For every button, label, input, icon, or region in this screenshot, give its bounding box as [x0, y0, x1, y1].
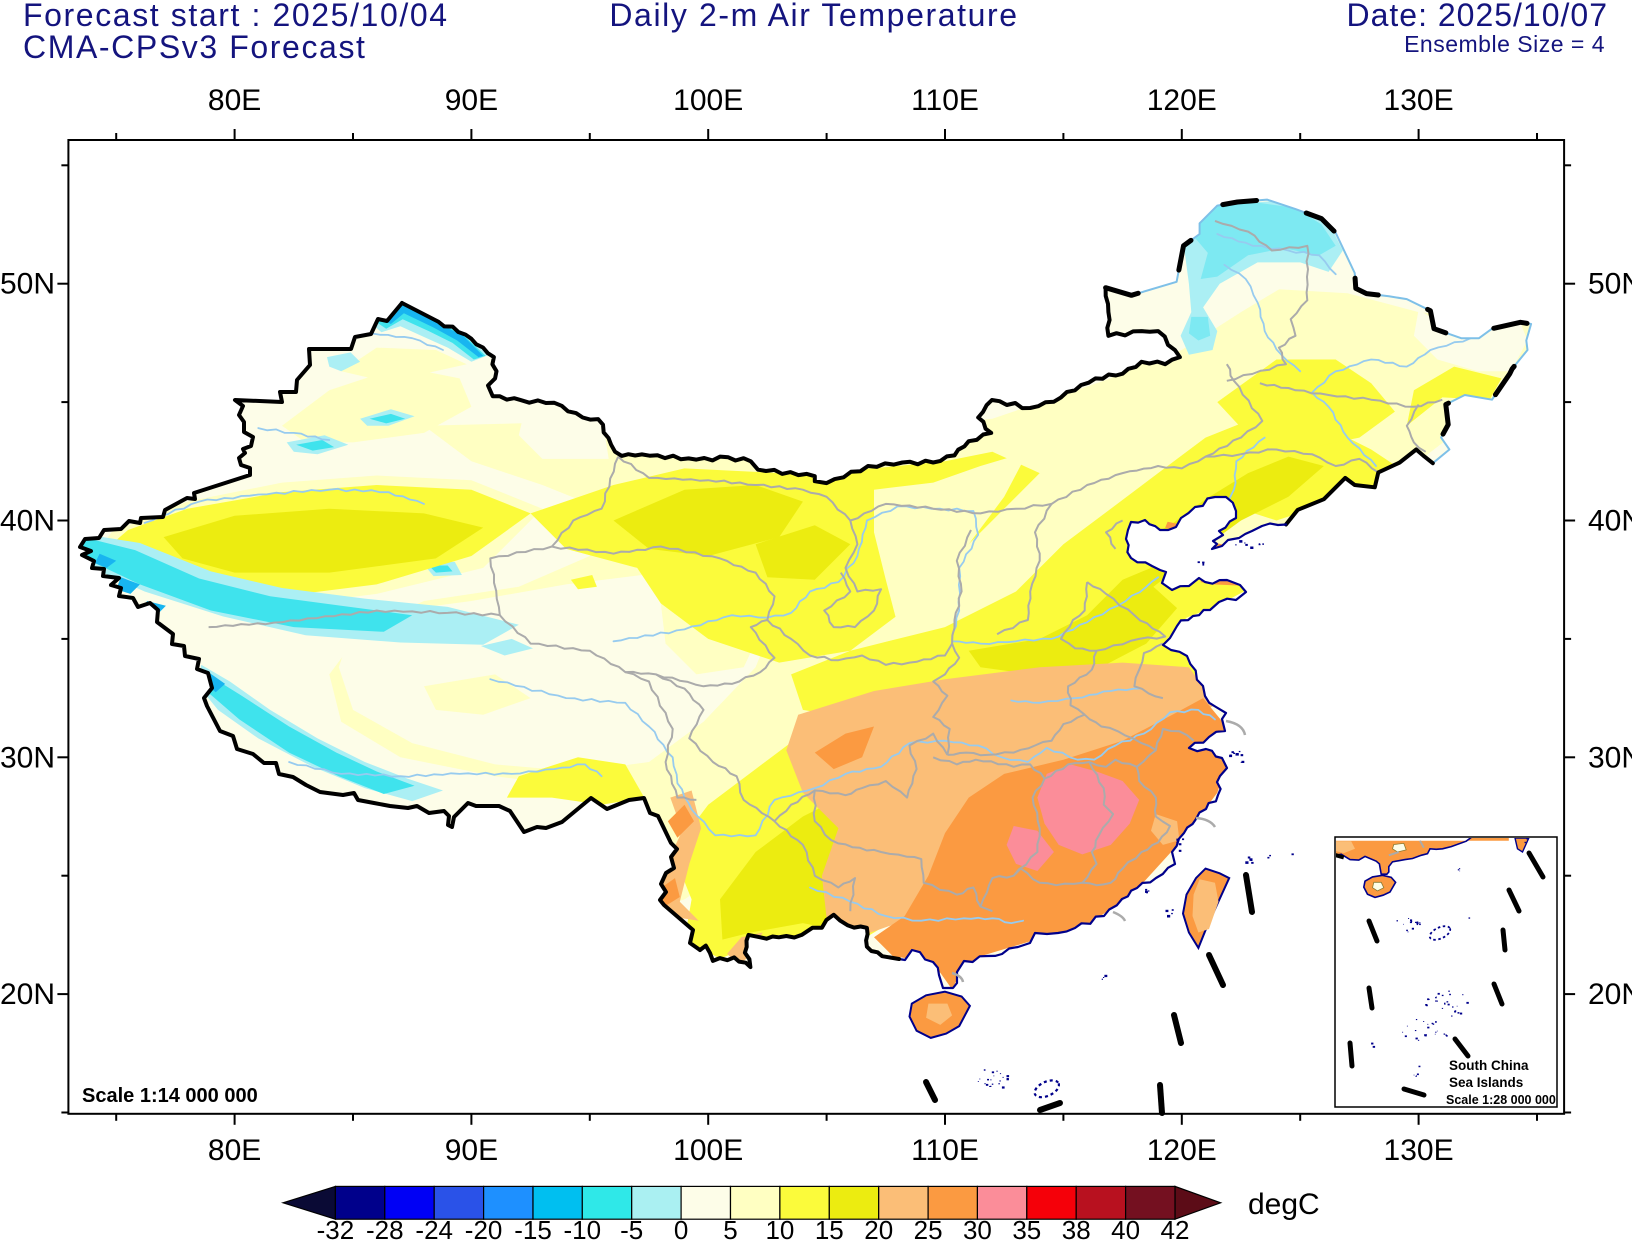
svg-text:100E: 100E: [673, 84, 743, 117]
svg-text:50N: 50N: [0, 268, 55, 301]
svg-text:40N: 40N: [0, 505, 55, 538]
svg-text:42: 42: [1161, 1215, 1190, 1241]
svg-text:-28: -28: [366, 1215, 404, 1241]
svg-text:100E: 100E: [673, 1134, 743, 1167]
svg-text:Daily 2-m Air Temperature: Daily 2-m Air Temperature: [609, 0, 1018, 33]
svg-text:Forecast start : 2025/10/04: Forecast start : 2025/10/04: [23, 0, 449, 33]
svg-text:20: 20: [864, 1215, 893, 1241]
svg-text:Scale 1:28 000 000: Scale 1:28 000 000: [1446, 1093, 1556, 1107]
svg-text:10: 10: [765, 1215, 794, 1241]
svg-text:20N: 20N: [1588, 978, 1632, 1011]
svg-text:120E: 120E: [1147, 1134, 1217, 1167]
svg-text:30N: 30N: [0, 741, 55, 774]
svg-text:35: 35: [1012, 1215, 1041, 1241]
svg-text:-10: -10: [564, 1215, 602, 1241]
svg-text:-24: -24: [415, 1215, 453, 1241]
svg-text:110E: 110E: [911, 1134, 979, 1167]
svg-text:38: 38: [1062, 1215, 1091, 1241]
svg-text:Ensemble Size = 4: Ensemble Size = 4: [1404, 31, 1605, 57]
svg-text:90E: 90E: [445, 84, 498, 117]
svg-text:30N: 30N: [1588, 741, 1632, 774]
svg-text:130E: 130E: [1384, 1134, 1454, 1167]
svg-text:0: 0: [674, 1215, 688, 1241]
svg-text:80E: 80E: [208, 84, 261, 117]
svg-text:-32: -32: [317, 1215, 355, 1241]
svg-text:25: 25: [914, 1215, 943, 1241]
svg-text:120E: 120E: [1147, 84, 1217, 117]
svg-text:40: 40: [1111, 1215, 1140, 1241]
svg-text:CMA-CPSv3 Forecast: CMA-CPSv3 Forecast: [23, 29, 367, 65]
svg-text:130E: 130E: [1384, 84, 1454, 117]
svg-text:degC: degC: [1248, 1188, 1320, 1221]
svg-text:Scale 1:14 000 000: Scale 1:14 000 000: [82, 1085, 258, 1107]
svg-text:-15: -15: [514, 1215, 552, 1241]
svg-text:110E: 110E: [911, 84, 979, 117]
svg-text:Sea Islands: Sea Islands: [1449, 1075, 1523, 1090]
svg-text:-5: -5: [620, 1215, 643, 1241]
svg-text:40N: 40N: [1588, 505, 1632, 538]
svg-text:20N: 20N: [0, 978, 55, 1011]
svg-text:15: 15: [815, 1215, 844, 1241]
svg-text:30: 30: [963, 1215, 992, 1241]
svg-text:50N: 50N: [1588, 268, 1632, 301]
svg-text:5: 5: [723, 1215, 737, 1241]
svg-text:Date: 2025/10/07: Date: 2025/10/07: [1346, 0, 1608, 33]
svg-text:90E: 90E: [445, 1134, 498, 1167]
svg-text:-20: -20: [465, 1215, 503, 1241]
svg-text:80E: 80E: [208, 1134, 261, 1167]
svg-text:South China: South China: [1449, 1058, 1529, 1073]
